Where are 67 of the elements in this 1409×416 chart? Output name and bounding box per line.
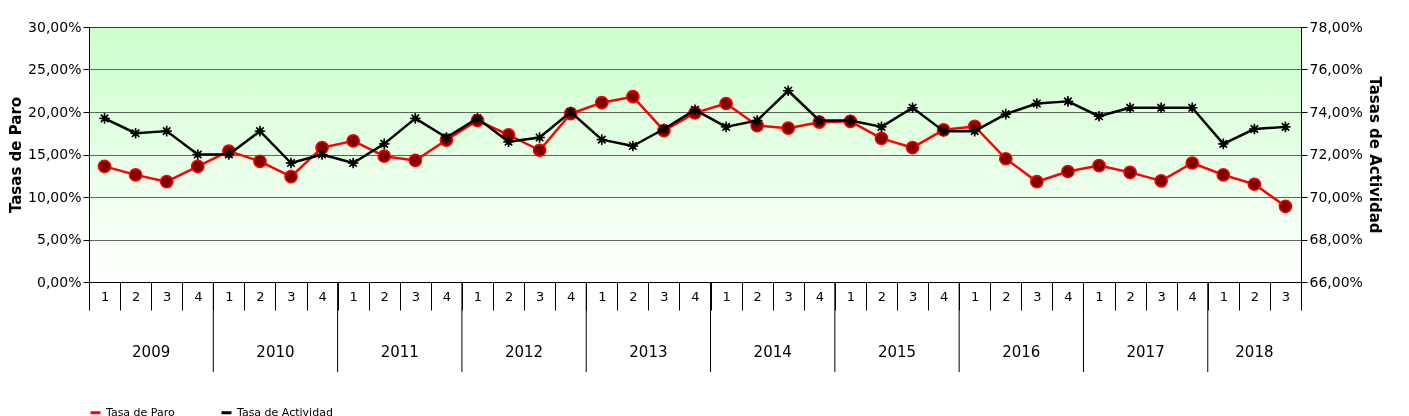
y-tick-label: 0,00% bbox=[37, 273, 82, 290]
y2-tick-label: 78,00% bbox=[1309, 18, 1363, 35]
x-tick-label: 2 bbox=[504, 288, 514, 304]
legend-label: Tasa de Actividad bbox=[236, 405, 333, 416]
text: 2018 bbox=[1235, 343, 1274, 361]
y-axis-title: Tasas de Paro bbox=[7, 96, 26, 214]
x-tick-label: 1 bbox=[473, 288, 483, 304]
x-tick-label: 4 bbox=[691, 288, 700, 304]
x-tick-label: 4 bbox=[194, 288, 203, 304]
x-tick-label: 3 bbox=[784, 288, 793, 304]
y2-tick-label: 68,00% bbox=[1309, 231, 1363, 247]
x-tick-label: 4 bbox=[815, 288, 824, 304]
text: 2016 bbox=[1002, 343, 1041, 361]
x-tick-label: 1 bbox=[100, 288, 110, 304]
x-tick-label: 4 bbox=[442, 288, 452, 304]
x-tick-label: 2 bbox=[256, 288, 265, 304]
x-tick-label: 2 bbox=[1126, 288, 1135, 304]
text: 2009 bbox=[132, 343, 171, 361]
x-tick-label: 1 bbox=[846, 288, 856, 304]
y2-tick-label: 66,00% bbox=[1309, 273, 1363, 290]
legend-label: Tasa de Paro bbox=[105, 405, 176, 416]
x-tick-label: 1 bbox=[1095, 288, 1104, 304]
x-tick-label: 2 bbox=[380, 288, 389, 304]
y-tick-label: 30,00% bbox=[28, 18, 82, 35]
text: 2014 bbox=[753, 343, 792, 361]
x-tick-label: 3 bbox=[1033, 288, 1042, 304]
x-tick-label: 1 bbox=[1219, 288, 1228, 304]
x-tick-label: 1 bbox=[971, 288, 980, 304]
x-tick-label: 3 bbox=[908, 288, 918, 304]
x-tick-label: 1 bbox=[349, 288, 358, 304]
x-tick-label: 4 bbox=[567, 288, 576, 304]
y-tick-label: 20,00% bbox=[28, 103, 82, 120]
x-tick-label: 4 bbox=[1064, 288, 1073, 304]
y2-tick-label: 70,00% bbox=[1309, 188, 1363, 205]
y2-tick-label: 74,00% bbox=[1309, 103, 1363, 120]
y-tick-label: 5,00% bbox=[37, 231, 82, 247]
x-tick-label: 1 bbox=[722, 288, 731, 304]
y2-tick-label: 72,00% bbox=[1309, 146, 1363, 162]
x-tick-label: 4 bbox=[939, 288, 949, 304]
x-tick-label: 2 bbox=[753, 288, 762, 304]
x-tick-label: 3 bbox=[163, 288, 172, 304]
x-tick-label: 1 bbox=[225, 288, 234, 304]
x-tick-label: 3 bbox=[287, 288, 296, 304]
x-tick-label: 2 bbox=[877, 288, 887, 304]
text: 2017 bbox=[1126, 343, 1165, 361]
text: 2010 bbox=[256, 343, 295, 361]
text: 2012 bbox=[504, 343, 544, 361]
x-tick-label: 1 bbox=[598, 288, 607, 304]
text: 2015 bbox=[877, 343, 917, 361]
text: 2013 bbox=[629, 343, 668, 361]
x-tick-label: 2 bbox=[131, 288, 141, 304]
x-tick-label: 3 bbox=[535, 288, 545, 304]
x-tick-label: 3 bbox=[1157, 288, 1166, 304]
x-tick-label: 4 bbox=[318, 288, 327, 304]
x-tick-label: 3 bbox=[1281, 288, 1291, 304]
x-tick-label: 3 bbox=[411, 288, 420, 304]
y2-tick-label: 76,00% bbox=[1309, 61, 1363, 77]
x-tick-label: 2 bbox=[1002, 288, 1011, 304]
x-tick-label: 2 bbox=[1250, 288, 1260, 304]
y-tick-label: 25,00% bbox=[28, 61, 82, 77]
y-tick-label: 15,00% bbox=[28, 146, 82, 162]
x-tick-label: 3 bbox=[660, 288, 669, 304]
y-tick-label: 10,00% bbox=[28, 188, 82, 205]
x-tick-label: 2 bbox=[629, 288, 638, 304]
x-tick-label: 4 bbox=[1188, 288, 1197, 304]
text: 2011 bbox=[380, 343, 419, 361]
y2-axis-title: Tasas de Actividad bbox=[1365, 76, 1384, 234]
